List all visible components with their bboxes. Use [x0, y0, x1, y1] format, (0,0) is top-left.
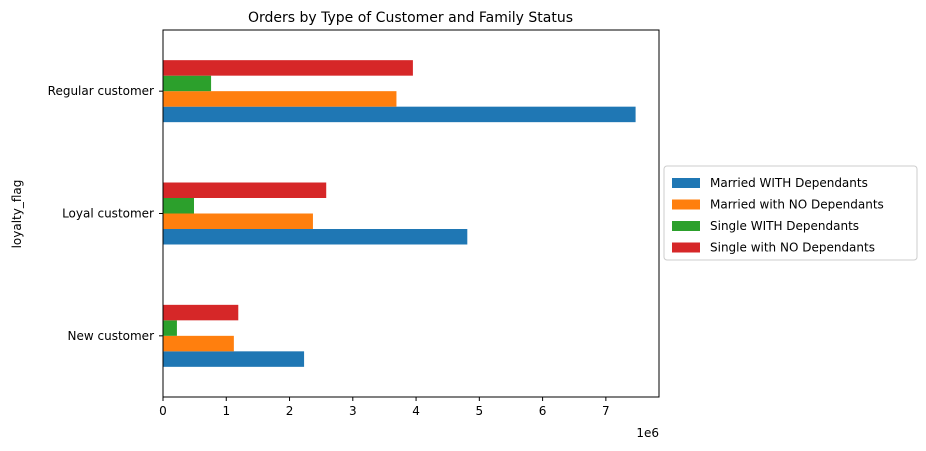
legend-label: Single WITH Dependants: [710, 219, 859, 233]
y-axis-title: loyalty_flag: [10, 180, 24, 249]
y-tick-label: Loyal customer: [62, 207, 154, 221]
legend-swatch: [672, 221, 700, 231]
bar: [163, 75, 212, 92]
legend: Married WITH Dependants Married with NO D…: [663, 165, 918, 261]
y-axis: New customer Loyal customer Regular custom…: [48, 84, 163, 343]
bar: [163, 213, 313, 229]
legend-frame: [663, 165, 918, 261]
bar: [163, 320, 177, 336]
y-tick-label: Regular customer: [48, 84, 154, 98]
x-axis: 0 1 2 3 4 5 6 7: [159, 397, 610, 418]
legend-swatch: [672, 178, 700, 188]
legend-label: Married WITH Dependants: [710, 176, 868, 190]
x-tick-label: 4: [412, 404, 420, 418]
x-tick-label: 0: [159, 404, 167, 418]
x-tick-label: 1: [222, 404, 230, 418]
bar: [163, 229, 468, 245]
x-tick-label: 7: [602, 404, 610, 418]
bar: [163, 106, 636, 123]
bar: [163, 351, 305, 367]
legend-swatch: [672, 242, 700, 253]
y-tick-label: New customer: [68, 329, 155, 343]
bar: [163, 182, 327, 198]
legend-label: Single with NO Dependants: [710, 241, 875, 255]
bar: [163, 335, 234, 352]
chart-title: Orders by Type of Customer and Family St…: [248, 10, 573, 26]
legend-label: Married with NO Dependants: [710, 198, 884, 212]
legend-swatch: [672, 199, 700, 210]
x-tick-label: 6: [539, 404, 547, 418]
bars-layer: [163, 60, 636, 367]
x-tick-label: 3: [349, 404, 357, 418]
x-tick-label: 5: [476, 404, 484, 418]
bar: [163, 198, 194, 214]
bar: [163, 304, 239, 321]
x-axis-offset-label: 1e6: [636, 426, 659, 440]
bar: [163, 60, 413, 76]
bar: [163, 91, 397, 107]
x-tick-label: 2: [286, 404, 294, 418]
